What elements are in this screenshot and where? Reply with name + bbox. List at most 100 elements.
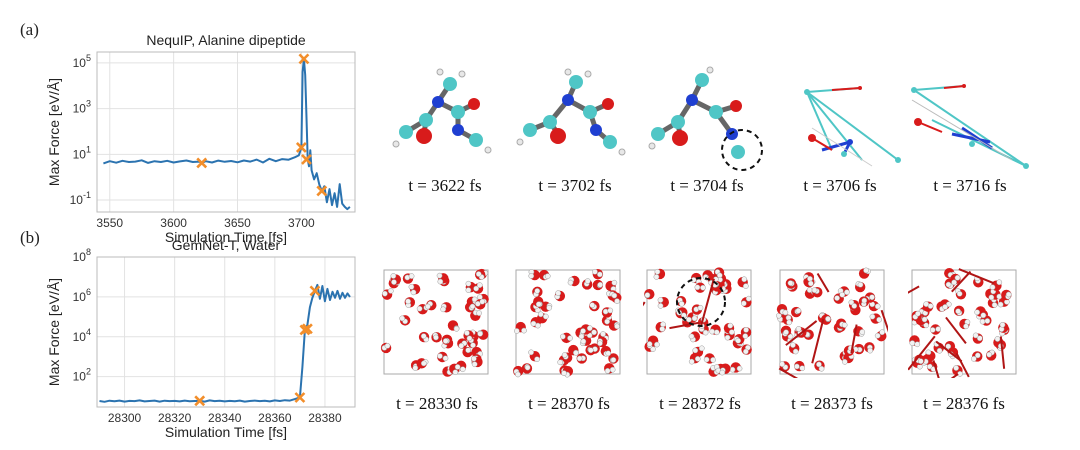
hydrogen-atom	[786, 319, 793, 326]
hydrogen-atom	[408, 284, 415, 290]
hydrogen-atom	[729, 366, 736, 373]
hydrogen-atom	[534, 356, 540, 363]
hydrogen-atom	[807, 275, 813, 282]
hydrogen-atom	[452, 369, 459, 376]
hydrogen-atom	[589, 302, 596, 309]
y-tick-label: 106	[73, 287, 91, 304]
hydrogen-atom	[614, 298, 620, 304]
hydrogen-atom	[586, 325, 593, 332]
frame-label: t = 28330 fs	[396, 394, 478, 413]
hydrogen-atom	[698, 345, 705, 352]
stretched-bond	[955, 352, 970, 378]
hydrogen-atom	[476, 282, 483, 289]
hydrogen-atom	[561, 352, 568, 358]
event-marker	[295, 142, 307, 153]
hydrogen-atom	[915, 310, 921, 317]
stretched-bond	[908, 335, 936, 371]
hydrogen-atom	[614, 323, 620, 330]
event-marker	[309, 285, 321, 297]
hydrogen-atom	[515, 371, 521, 378]
water-box-28373	[776, 267, 888, 378]
hydrogen-atom	[390, 273, 397, 279]
hydrogen-atom	[534, 288, 541, 294]
hydrogen-atom	[851, 303, 858, 309]
hydrogen-atom	[458, 342, 465, 349]
event-marker	[316, 185, 328, 197]
hydrogen-atom	[688, 333, 695, 340]
stretched-bond	[850, 324, 858, 354]
hydrogen-atom	[657, 302, 664, 309]
hydrogen-atom	[980, 312, 987, 319]
hydrogen-atom	[806, 287, 813, 293]
stretched-bond	[669, 321, 700, 330]
hydrogen-atom	[787, 333, 794, 340]
hydrogen-atom	[471, 361, 478, 368]
hydrogen-atom	[557, 359, 564, 366]
hydrogen-atom	[876, 316, 882, 323]
hydrogen-atom	[844, 289, 850, 296]
hydrogen-atom	[471, 296, 478, 303]
hydrogen-atom	[605, 350, 612, 357]
hydrogen-atom	[994, 336, 1001, 342]
panel-label-b: (b)	[20, 228, 40, 247]
stretched-bond	[950, 373, 959, 378]
hydrogen-atom	[399, 315, 406, 322]
x-tick-label: 3650	[224, 216, 251, 230]
stretched-bond	[811, 318, 825, 364]
stretched-bond	[908, 285, 920, 294]
highlight-circle	[676, 277, 726, 327]
hydrogen-atom	[745, 295, 752, 302]
hydrogen-atom	[861, 297, 868, 304]
hydrogen-atom	[694, 355, 701, 362]
hydrogen-atom	[807, 280, 814, 287]
hydrogen-atom	[874, 332, 881, 339]
hydrogen-atom	[528, 349, 534, 356]
frame-label: t = 3716 fs	[933, 176, 1007, 195]
hydrogen-atom	[785, 314, 792, 321]
hydrogen-atom	[974, 352, 981, 359]
hydrogen-atom	[442, 355, 449, 362]
hydrogen-atom	[727, 322, 734, 329]
hydrogen-atom	[644, 292, 651, 298]
hydrogen-atom	[999, 321, 1006, 328]
hydrogen-atom	[955, 308, 961, 315]
frame-label: t = 28370 fs	[528, 394, 610, 413]
hydrogen-atom	[604, 367, 611, 374]
hydrogen-atom	[530, 320, 537, 327]
hydrogen-atom	[795, 307, 802, 314]
hydrogen-atom	[524, 364, 531, 371]
hydrogen-atom	[863, 267, 869, 274]
hydrogen-atom	[465, 280, 472, 287]
hydrogen-atom	[816, 361, 822, 368]
hydrogen-atom	[440, 306, 447, 313]
hydrogen-atom	[654, 341, 660, 348]
hydrogen-atom	[420, 360, 427, 367]
hydrogen-atom	[951, 279, 957, 286]
hydrogen-atom	[678, 300, 685, 307]
hydrogen-atom	[578, 333, 585, 340]
x-axis-label: Simulation Time [fs]	[165, 229, 287, 245]
hydrogen-atom	[528, 273, 535, 279]
hydrogen-atom	[945, 343, 952, 350]
hydrogen-atom	[970, 355, 977, 362]
hydrogen-atom	[713, 329, 720, 336]
hydrogen-atom	[979, 318, 986, 325]
hydrogen-atom	[953, 365, 959, 371]
hydrogen-atom	[576, 355, 583, 362]
event-marker	[301, 153, 312, 165]
molecule-snapshot-3622	[392, 68, 492, 154]
y-axis-label: Max Force [eV/Å]	[46, 278, 62, 386]
hydrogen-atom	[567, 335, 573, 342]
chart-title: NequIP, Alanine dipeptide	[146, 32, 306, 48]
hydrogen-atom	[841, 322, 848, 328]
y-tick-label: 101	[73, 144, 91, 161]
hydrogen-atom	[412, 365, 419, 371]
hydrogen-atom	[537, 311, 544, 318]
x-axis-label: Simulation Time [fs]	[165, 424, 287, 440]
stretched-bond	[958, 268, 995, 285]
y-tick-label: 105	[73, 53, 91, 70]
hydrogen-atom	[742, 333, 749, 339]
hydrogen-atom	[927, 303, 934, 309]
x-tick-label: 28300	[108, 411, 142, 425]
hydrogen-atom	[609, 366, 616, 373]
